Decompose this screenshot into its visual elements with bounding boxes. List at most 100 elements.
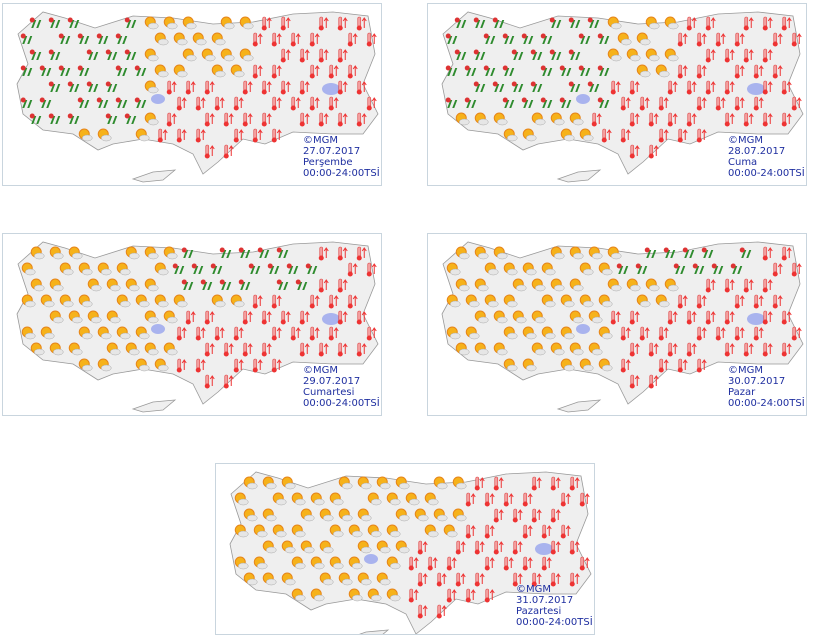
thermometer-bulb bbox=[686, 121, 692, 127]
arrow-up bbox=[276, 327, 282, 338]
panel-date: 29.07.2017 bbox=[303, 376, 360, 387]
thermometer-bulb bbox=[772, 73, 778, 79]
cloud-icon bbox=[564, 332, 575, 340]
lake bbox=[151, 324, 165, 334]
storm-icon bbox=[134, 97, 140, 103]
thermometer-bulb bbox=[715, 41, 721, 47]
thermometer-bulb bbox=[579, 501, 585, 507]
thermometer-bulb bbox=[550, 549, 556, 555]
arrow-up bbox=[342, 49, 348, 60]
thermometer-bulb bbox=[696, 105, 702, 111]
cloud-icon bbox=[63, 268, 74, 276]
thermometer-bulb bbox=[318, 25, 324, 31]
arrow-up bbox=[574, 477, 580, 488]
arrow-up bbox=[672, 343, 678, 354]
thermometer-bulb bbox=[686, 89, 692, 95]
arrow-up bbox=[209, 145, 215, 156]
arrow-up bbox=[691, 17, 697, 28]
cloud-icon bbox=[53, 348, 64, 356]
thermometer-bulb bbox=[629, 351, 635, 357]
panel-date: 30.07.2017 bbox=[728, 376, 785, 387]
arrow-up bbox=[701, 327, 707, 338]
thermometer-bulb bbox=[261, 121, 267, 127]
arrow-up bbox=[786, 311, 792, 322]
cloud-icon bbox=[91, 316, 102, 324]
cloud-icon bbox=[497, 316, 508, 324]
arrow-up bbox=[352, 65, 358, 76]
arrow-up bbox=[517, 541, 523, 552]
arrow-up bbox=[786, 343, 792, 354]
arrow-up bbox=[748, 49, 754, 60]
arrow-up bbox=[276, 33, 282, 44]
lake bbox=[151, 94, 165, 104]
storm-icon bbox=[48, 81, 54, 87]
cloud-icon bbox=[25, 268, 36, 276]
cloud-icon bbox=[535, 348, 546, 356]
thermometer-bulb bbox=[743, 287, 749, 293]
arrow-up bbox=[565, 493, 571, 504]
cloud-icon bbox=[276, 530, 287, 538]
cloud-icon bbox=[285, 546, 296, 554]
arrow-up bbox=[304, 81, 310, 92]
arrow-up bbox=[546, 557, 552, 568]
arrow-up bbox=[606, 129, 612, 140]
thermometer-bulb bbox=[560, 501, 566, 507]
arrow-up bbox=[295, 97, 301, 108]
storm-icon bbox=[473, 81, 479, 87]
arrow-up bbox=[352, 33, 358, 44]
arrow-up bbox=[323, 247, 329, 258]
storm-icon bbox=[473, 17, 479, 23]
thermometer-bulb bbox=[639, 105, 645, 111]
arrow-up bbox=[625, 359, 631, 370]
thermometer-bulb bbox=[195, 335, 201, 341]
thermometer-bulb bbox=[677, 303, 683, 309]
thermometer-bulb bbox=[356, 255, 362, 261]
thermometer-bulb bbox=[176, 105, 182, 111]
cloud-icon bbox=[101, 134, 112, 142]
cloud-icon bbox=[243, 54, 254, 62]
thermometer-bulb bbox=[474, 485, 480, 491]
cloud-icon bbox=[390, 594, 401, 602]
cloud-icon bbox=[507, 364, 518, 372]
cloud-icon bbox=[564, 134, 575, 142]
storm-icon bbox=[511, 81, 517, 87]
thermometer-bulb bbox=[280, 25, 286, 31]
arrow-up bbox=[701, 129, 707, 140]
map-panel: ©MGM 29.07.2017 Cumartesi 00:00-24:00TSİ bbox=[2, 233, 382, 416]
arrow-up bbox=[371, 97, 377, 108]
cloud-icon bbox=[554, 284, 565, 292]
cloud-icon bbox=[215, 70, 226, 78]
cloud-icon bbox=[535, 284, 546, 292]
arrow-up bbox=[219, 327, 225, 338]
cloud-icon bbox=[450, 268, 461, 276]
cloud-icon bbox=[488, 268, 499, 276]
arrow-up bbox=[460, 541, 466, 552]
cloud-icon bbox=[390, 498, 401, 506]
thermometer-bulb bbox=[271, 303, 277, 309]
arrow-up bbox=[228, 145, 234, 156]
thermometer-bulb bbox=[261, 89, 267, 95]
thermometer-bulb bbox=[408, 565, 414, 571]
thermometer-bulb bbox=[252, 303, 258, 309]
storm-icon bbox=[521, 97, 527, 103]
arrow-up bbox=[536, 509, 542, 520]
panel-date: 28.07.2017 bbox=[728, 146, 785, 157]
thermometer-bulb bbox=[185, 319, 191, 325]
thermometer-bulb bbox=[309, 303, 315, 309]
cyprus bbox=[131, 169, 177, 183]
arrow-up bbox=[479, 573, 485, 584]
arrow-up bbox=[739, 65, 745, 76]
cloud-icon bbox=[53, 284, 64, 292]
thermometer-bulb bbox=[242, 351, 248, 357]
cloud-icon bbox=[82, 300, 93, 308]
cloud-icon bbox=[177, 38, 188, 46]
arrow-up bbox=[323, 113, 329, 124]
thermometer-bulb bbox=[223, 351, 229, 357]
cloud-icon bbox=[390, 562, 401, 570]
map-panel: ©MGM 28.07.2017 Cuma 00:00-24:00TSİ bbox=[427, 3, 807, 186]
arrow-up bbox=[247, 343, 253, 354]
cloud-icon bbox=[611, 284, 622, 292]
storm-icon bbox=[464, 97, 470, 103]
